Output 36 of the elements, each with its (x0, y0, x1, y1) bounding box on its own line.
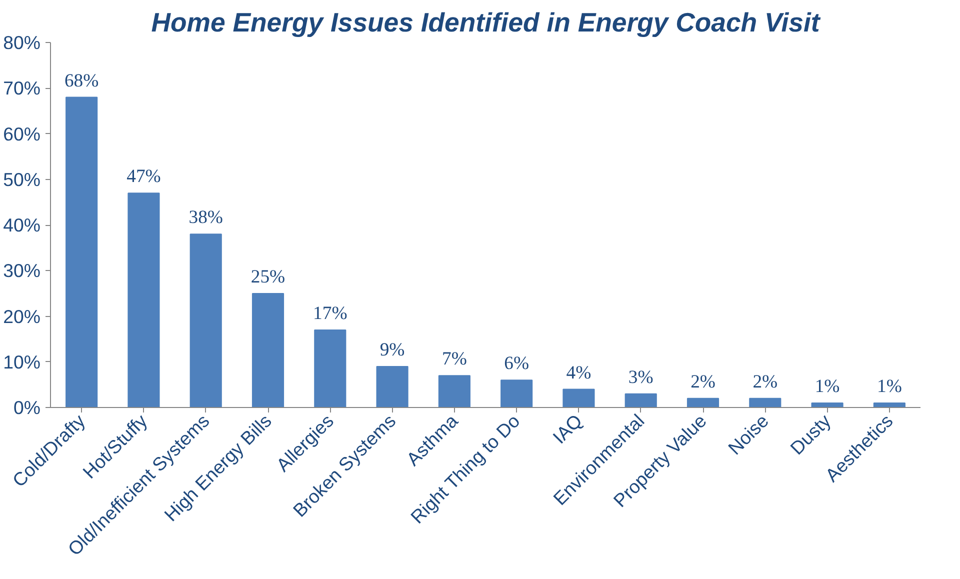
y-tick-label: 0% (14, 397, 41, 418)
data-label: 68% (64, 70, 99, 92)
y-tick-label: 70% (3, 78, 41, 99)
data-label: 47% (126, 166, 161, 188)
data-label: 9% (380, 339, 405, 360)
bar (749, 398, 782, 408)
bar (190, 234, 222, 408)
bar (500, 380, 533, 408)
y-tick-label: 30% (3, 260, 41, 282)
y-tick-label: 80% (3, 32, 41, 53)
y-tick-label: 60% (3, 123, 41, 144)
data-label: 1% (814, 376, 840, 397)
data-label: 2% (752, 371, 778, 392)
bar (252, 292, 284, 408)
chart-title: Home Energy Issues Identified in Energy Coach Visit (151, 8, 821, 38)
bar (314, 329, 346, 408)
data-label: 17% (313, 302, 348, 324)
bar (438, 375, 470, 408)
y-tick-label: 20% (3, 306, 41, 327)
data-label: 6% (504, 353, 530, 374)
data-label: 25% (250, 266, 286, 288)
data-label: 4% (566, 362, 592, 384)
data-label: 1% (876, 376, 902, 397)
bar (66, 96, 98, 408)
data-label: 7% (442, 348, 467, 370)
bar (562, 388, 595, 408)
y-tick-label: 50% (3, 168, 41, 190)
y-tick-label: 10% (3, 351, 41, 372)
data-label: 38% (188, 207, 223, 228)
data-label: 2% (690, 371, 716, 392)
bar (376, 366, 408, 408)
bar (624, 393, 657, 408)
y-tick-label: 40% (3, 214, 41, 236)
bar (686, 398, 720, 408)
bar (128, 192, 160, 408)
data-label: 3% (628, 366, 654, 388)
